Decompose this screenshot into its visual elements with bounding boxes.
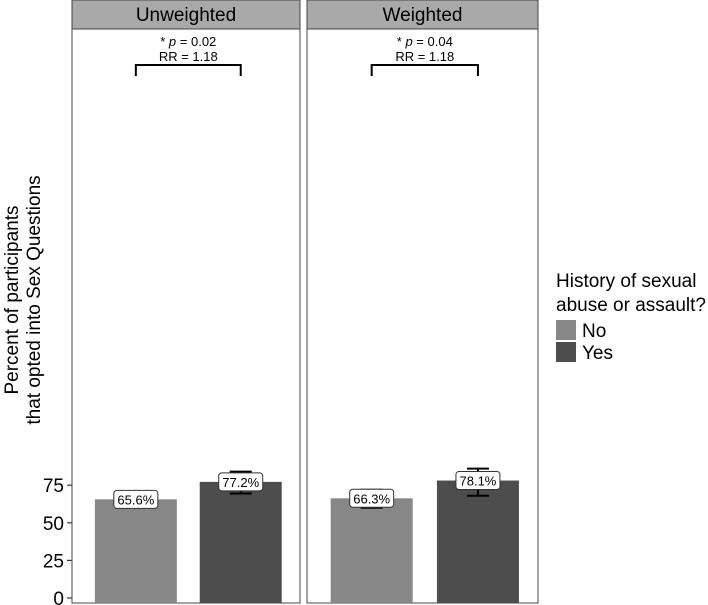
bar-no — [330, 498, 413, 603]
data-label-box — [455, 471, 501, 491]
data-label: 77.2% — [222, 475, 259, 490]
facet-strip — [71, 0, 301, 30]
y-axis-title-line-2: that opted into Sex Questions — [24, 175, 45, 424]
y-axis-title: Percent of participants that opted into … — [2, 175, 45, 424]
p-value-label: * p = 0.04 — [397, 34, 453, 49]
p-value-label: * p = 0.02 — [160, 34, 216, 49]
significance-bracket — [370, 64, 479, 76]
data-label-box — [113, 489, 159, 509]
data-label: 78.1% — [460, 474, 497, 489]
facet-strip — [306, 0, 539, 30]
y-tick-label: 75 — [43, 476, 64, 497]
legend-label-no: No — [582, 321, 606, 342]
legend: History of sexual abuse or assault? NoYe… — [556, 271, 706, 364]
y-axis: 0 25 50 75 — [43, 476, 72, 605]
data-label-box — [218, 472, 264, 492]
bar-yes — [199, 481, 282, 603]
rr-label: RR = 1.18 — [159, 49, 218, 64]
significance-bracket — [134, 64, 242, 76]
y-tick-label: 0 — [53, 589, 64, 605]
data-label: 66.3% — [353, 491, 390, 506]
facet-strip-label: Weighted — [383, 5, 463, 26]
bar-no — [94, 499, 177, 603]
legend-swatch-no — [556, 320, 576, 340]
data-label: 65.6% — [117, 492, 154, 507]
legend-swatch-yes — [556, 342, 576, 362]
y-tick-label: 25 — [43, 551, 64, 572]
legend-title-line-2: abuse or assault? — [556, 295, 706, 316]
bar-yes — [436, 480, 519, 603]
data-label-box — [349, 488, 395, 508]
y-tick-label: 50 — [43, 514, 64, 535]
y-axis-title-line-1: Percent of participants — [2, 205, 23, 394]
rr-label: RR = 1.18 — [395, 49, 454, 64]
facet-strip-label: Unweighted — [136, 5, 236, 26]
legend-title-line-1: History of sexual — [556, 271, 696, 292]
legend-label-yes: Yes — [582, 343, 613, 364]
